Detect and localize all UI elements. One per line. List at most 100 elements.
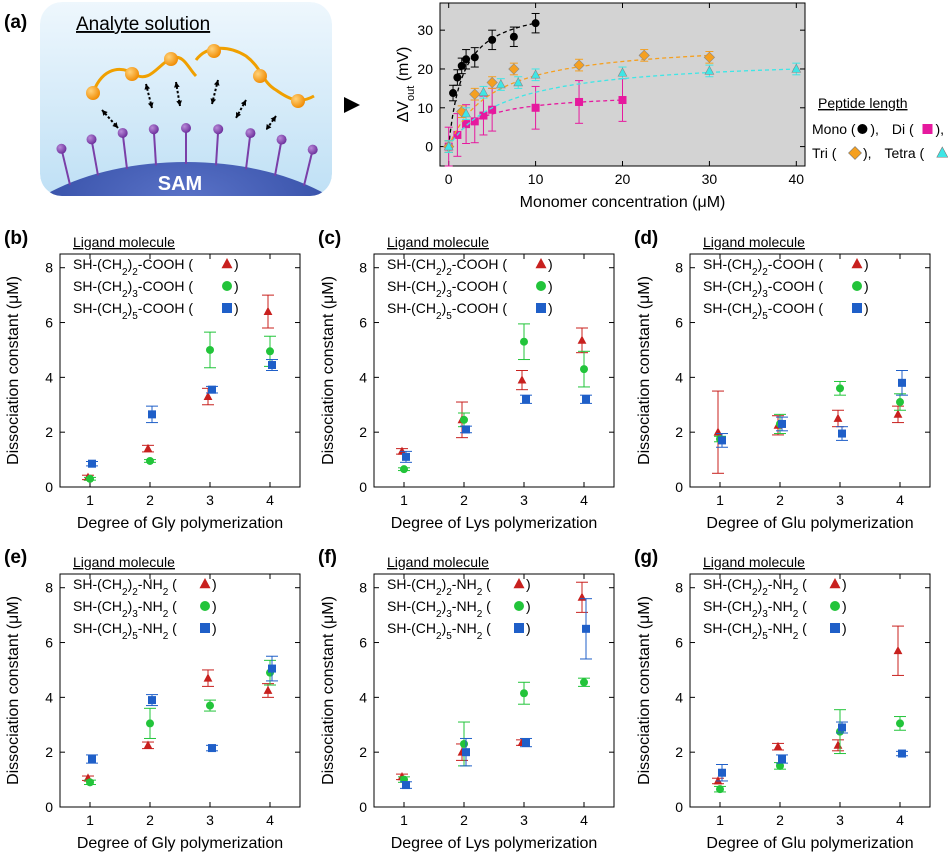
x-tick-label: 2 bbox=[460, 492, 468, 508]
y-tick-label: 6 bbox=[359, 315, 367, 331]
y-tick-label: 2 bbox=[45, 744, 53, 760]
x-tick-label: 1 bbox=[86, 812, 94, 828]
legend-marker bbox=[852, 281, 862, 291]
legend-marker bbox=[222, 281, 232, 291]
ligand-head bbox=[86, 134, 97, 145]
sam-ligands bbox=[56, 123, 318, 186]
data-point bbox=[479, 111, 488, 120]
x-axis-label: Degree of Gly polymerization bbox=[77, 515, 283, 532]
data-point bbox=[268, 361, 276, 370]
y-tick-label: 6 bbox=[45, 315, 53, 331]
y-tick-label: 0 bbox=[675, 799, 683, 815]
legend-entry-label: SH-(CH2)5-COOH ( bbox=[73, 300, 193, 322]
chart-b: (b) 1 2 3 4 0 2 4 6 8 Degree of Gly polymerization… bbox=[4, 228, 301, 532]
x-tick-label: 1 bbox=[716, 812, 724, 828]
legend-marker bbox=[830, 601, 840, 611]
data-point bbox=[460, 739, 468, 748]
y-tick-label: 2 bbox=[359, 424, 367, 440]
fit-curve bbox=[448, 68, 797, 147]
legend-entry-label: SH-(CH2)2-NH2 ( bbox=[703, 576, 807, 598]
data-point bbox=[517, 375, 527, 384]
legend-entry-label: SH-(CH2)3-COOH ( bbox=[387, 278, 507, 300]
data-point bbox=[148, 696, 156, 705]
legend-entry-label: SH-(CH2)5-COOH ( bbox=[387, 300, 507, 322]
y-tick-label: 6 bbox=[675, 635, 683, 651]
legend-marker bbox=[848, 146, 862, 160]
ligand-head bbox=[117, 127, 128, 138]
peptide-chain-left bbox=[90, 55, 198, 97]
legend-marker bbox=[222, 303, 232, 313]
y-tick-label: 0 bbox=[425, 139, 433, 155]
panel-letter: (b) bbox=[4, 228, 28, 249]
y-tick-label: 8 bbox=[45, 580, 53, 596]
x-tick-label: 1 bbox=[86, 492, 94, 508]
legend-entry-label: Tetra ( bbox=[885, 145, 925, 161]
ligand-stem bbox=[245, 132, 252, 170]
legend-marker bbox=[514, 601, 524, 611]
legend-marker bbox=[514, 623, 524, 633]
data-point bbox=[402, 781, 410, 790]
data-point bbox=[776, 761, 784, 770]
data-point bbox=[462, 55, 471, 64]
x-tick-label: 1 bbox=[400, 492, 408, 508]
legend-entry-label: SH-(CH2)2-COOH ( bbox=[387, 256, 507, 278]
chart-d: (d) 1 2 3 4 0 2 4 6 8 Degree of Glu polymerization… bbox=[634, 228, 931, 532]
legend-entry-label: Di ( bbox=[892, 121, 914, 137]
plot-frame bbox=[373, 573, 615, 808]
flow-arrow-icon bbox=[344, 97, 360, 113]
plot-frame bbox=[59, 573, 301, 808]
y-tick-label: 4 bbox=[45, 689, 53, 705]
data-point bbox=[791, 63, 802, 73]
x-tick-label: 3 bbox=[836, 492, 844, 508]
legend-entry-sep: ), bbox=[863, 145, 872, 161]
y-tick-label: 0 bbox=[45, 799, 53, 815]
legend-entry-label: SH-(CH2)3-COOH ( bbox=[703, 278, 823, 300]
legend-marker bbox=[830, 623, 840, 633]
data-point bbox=[893, 409, 903, 418]
arrow-head-icon bbox=[213, 80, 220, 86]
data-point bbox=[143, 443, 153, 453]
legend-entry-label: Mono ( bbox=[812, 121, 856, 137]
x-axis-label: Degree of Glu polymerization bbox=[706, 515, 913, 532]
legend-marker bbox=[221, 258, 233, 269]
legend-entry-label: SH-(CH2)3-NH2 ( bbox=[703, 598, 807, 620]
panel-letter: (c) bbox=[318, 228, 341, 249]
chart-f: (f) 1 2 3 4 0 2 4 6 8 Degree of Lys polymerization… bbox=[318, 547, 615, 852]
legend-entry-label: SH-(CH2)2-NH2 ( bbox=[387, 576, 491, 598]
arrow-head-icon bbox=[102, 110, 108, 116]
x-tick-label: 3 bbox=[520, 812, 528, 828]
x-tick-label: 40 bbox=[789, 171, 805, 187]
legend-marker bbox=[852, 303, 862, 313]
ligand-head bbox=[148, 124, 159, 135]
y-tick-label: 0 bbox=[359, 799, 367, 815]
legend-close: ) bbox=[864, 256, 869, 272]
ligand-head bbox=[276, 134, 287, 145]
plot-frame bbox=[689, 573, 931, 808]
y-axis-label: Dissociation constant (μM) bbox=[5, 276, 22, 465]
y-axis-label: Dissociation constant (μM) bbox=[636, 596, 653, 785]
chart-g: (g) 1 2 3 4 0 2 4 6 8 Degree of Glu polymerization… bbox=[634, 547, 931, 852]
data-point bbox=[488, 105, 497, 114]
legend-close: ) bbox=[212, 598, 217, 614]
legend-title: Ligand molecule bbox=[387, 234, 489, 250]
ligand-head bbox=[307, 144, 318, 155]
data-point bbox=[893, 645, 903, 655]
legend-entry-label: SH-(CH2)5-COOH ( bbox=[703, 300, 823, 322]
chart-e: (e) 1 2 3 4 0 2 4 6 8 Degree of Gly polymerization… bbox=[4, 547, 301, 852]
legend-close: ) bbox=[842, 598, 847, 614]
data-point bbox=[718, 768, 726, 777]
data-point bbox=[577, 592, 587, 601]
plot-frame bbox=[373, 253, 615, 488]
data-point bbox=[522, 738, 530, 747]
legend-close: ) bbox=[212, 620, 217, 636]
peptide-chains bbox=[86, 44, 315, 108]
arrow-head-icon bbox=[174, 82, 180, 88]
legend-marker bbox=[536, 281, 546, 291]
data-point bbox=[577, 335, 587, 344]
data-point bbox=[896, 398, 904, 407]
panel-letter: (d) bbox=[634, 228, 658, 249]
data-point bbox=[531, 19, 540, 28]
data-point bbox=[718, 436, 726, 445]
data-point bbox=[146, 456, 154, 465]
data-point bbox=[462, 425, 470, 434]
